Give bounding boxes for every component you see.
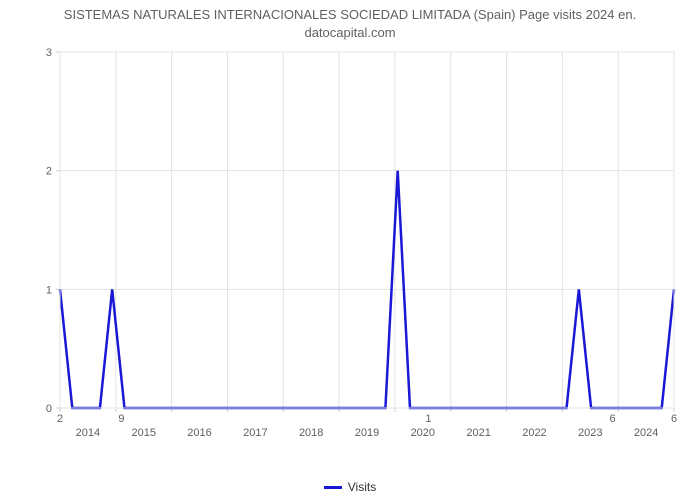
svg-text:2016: 2016 [187, 427, 211, 439]
svg-text:1: 1 [425, 413, 431, 425]
chart-container: SISTEMAS NATURALES INTERNACIONALES SOCIE… [0, 0, 700, 500]
svg-text:2017: 2017 [243, 427, 267, 439]
svg-text:6: 6 [610, 413, 616, 425]
svg-text:1: 1 [46, 284, 52, 296]
legend-label: Visits [348, 480, 376, 494]
svg-text:6: 6 [671, 413, 677, 425]
svg-text:3: 3 [46, 48, 52, 59]
svg-text:2: 2 [57, 413, 63, 425]
chart-svg: 0 1 2 3 2014 2015 2016 2017 2018 2019 2020 2021 2022… [38, 48, 678, 448]
svg-text:2020: 2020 [411, 427, 435, 439]
svg-text:2: 2 [46, 166, 52, 178]
svg-text:2019: 2019 [355, 427, 379, 439]
legend: Visits [0, 480, 700, 494]
chart-title-line2: datocapital.com [0, 24, 700, 42]
plot-area: 0 1 2 3 2014 2015 2016 2017 2018 2019 2020 2021 2022… [38, 48, 678, 448]
svg-text:2023: 2023 [578, 427, 602, 439]
legend-swatch [324, 486, 342, 489]
svg-text:2022: 2022 [522, 427, 546, 439]
chart-title: SISTEMAS NATURALES INTERNACIONALES SOCIE… [0, 6, 700, 41]
svg-text:0: 0 [46, 403, 52, 415]
svg-text:2024: 2024 [634, 427, 658, 439]
svg-text:2021: 2021 [466, 427, 490, 439]
svg-text:2015: 2015 [131, 427, 155, 439]
svg-text:9: 9 [118, 413, 124, 425]
chart-title-line1: SISTEMAS NATURALES INTERNACIONALES SOCIE… [0, 6, 700, 24]
svg-text:2018: 2018 [299, 427, 323, 439]
svg-text:2014: 2014 [76, 427, 100, 439]
